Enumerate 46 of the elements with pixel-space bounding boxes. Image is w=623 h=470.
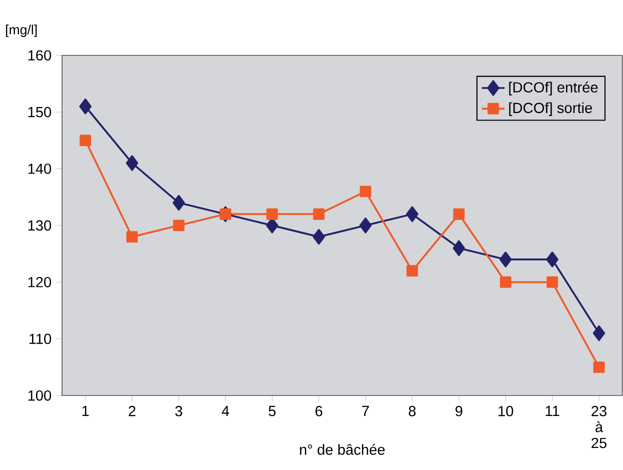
x-tick-label: 9 — [456, 406, 462, 416]
y-tick-label: 150 — [28, 107, 52, 118]
point — [453, 208, 465, 220]
point — [79, 98, 92, 114]
point — [266, 218, 278, 234]
y-tick-label: 100 — [28, 390, 52, 401]
point — [406, 265, 418, 277]
point — [173, 220, 184, 232]
point — [126, 231, 138, 243]
point — [266, 208, 278, 220]
x-tick-label: 8 — [408, 406, 416, 416]
point — [80, 134, 92, 146]
x-axis-title: n° de bâchée — [300, 444, 385, 456]
y-tick-label: 160 — [28, 50, 52, 61]
legend-label: [DCOf] sortie — [509, 102, 592, 116]
point — [546, 276, 558, 288]
point — [220, 208, 232, 220]
x-tick-label: 1 — [82, 406, 89, 416]
x-tick-label: 2 — [128, 406, 136, 416]
legend-label: [DCOf] entrée — [509, 82, 598, 96]
point — [406, 206, 418, 222]
y-axis-title: [mg/l] — [6, 24, 37, 38]
x-tick-label: 4 — [222, 406, 230, 416]
point — [312, 229, 325, 245]
point — [592, 326, 606, 342]
point — [126, 155, 138, 172]
point — [452, 240, 466, 256]
y-tick-label: 130 — [28, 220, 52, 231]
x-tick-label: 10 — [498, 406, 514, 416]
point — [359, 218, 372, 234]
x-tick-label: 6 — [316, 406, 322, 416]
x-tick-label: 23 à 25 — [592, 406, 606, 448]
y-tick-label: 120 — [28, 277, 52, 288]
y-tick-label: 110 — [29, 334, 52, 344]
point — [360, 186, 372, 198]
point — [500, 276, 512, 288]
x-tick-label: 3 — [175, 406, 182, 416]
x-tick-label: 5 — [268, 406, 276, 416]
x-tick-label: 11 — [546, 406, 560, 416]
x-tick-label: 7 — [362, 406, 369, 416]
point — [172, 195, 185, 211]
point — [546, 252, 558, 268]
y-tick-label: 140 — [28, 164, 52, 174]
point — [593, 362, 605, 374]
point — [499, 252, 512, 268]
point — [313, 208, 325, 220]
